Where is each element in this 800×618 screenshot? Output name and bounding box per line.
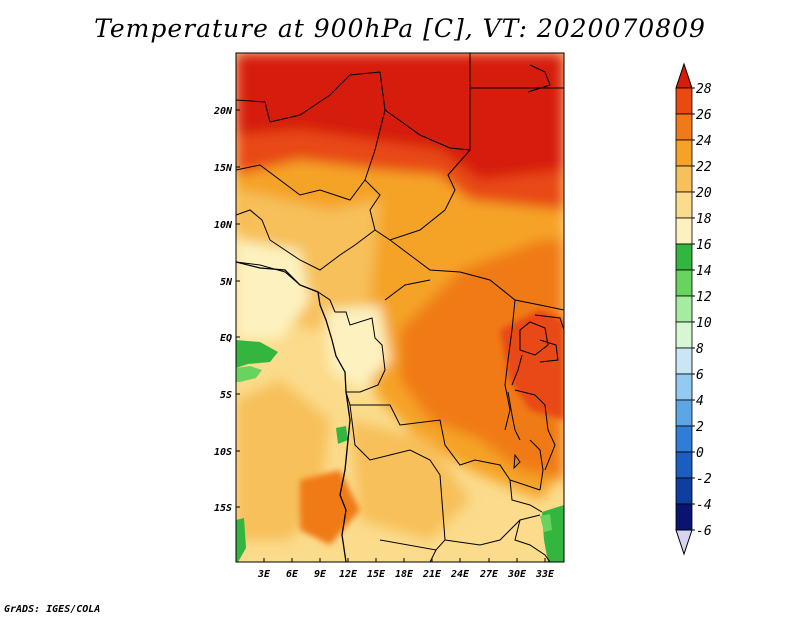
lon-label: 6E bbox=[286, 569, 299, 580]
colorbar-top-arrow bbox=[675, 62, 693, 89]
lon-label: 12E bbox=[339, 569, 358, 580]
lat-label: 10S bbox=[214, 447, 232, 458]
colorbar-swatch bbox=[675, 477, 693, 505]
colorbar-swatch bbox=[675, 191, 693, 219]
colorbar-swatch bbox=[675, 243, 693, 271]
colorbar-swatch bbox=[675, 87, 693, 115]
lon-label: 21E bbox=[422, 569, 442, 580]
colorbar-label: -4 bbox=[696, 498, 712, 513]
colorbar-label: 28 bbox=[696, 82, 712, 97]
colorbar-label: 12 bbox=[696, 290, 712, 305]
grads-credit: GrADS: IGES/COLA bbox=[4, 604, 101, 615]
colorbar-label: 18 bbox=[696, 212, 712, 227]
lat-label: EQ bbox=[220, 333, 232, 344]
colorbar-label: 22 bbox=[696, 160, 712, 175]
lon-label: 9E bbox=[314, 569, 327, 580]
colorbar-label: 20 bbox=[696, 186, 712, 201]
lat-label: 15N bbox=[214, 163, 233, 174]
lon-label: 30E bbox=[507, 569, 527, 580]
colorbar-label: -6 bbox=[696, 524, 712, 539]
lat-label: 10N bbox=[214, 220, 233, 231]
lon-axis: 3E 6E 9E 12E 15E 18E 21E 24E 27E 30E 33E bbox=[257, 558, 555, 580]
colorbar-swatch bbox=[675, 165, 693, 193]
lat-label: 5N bbox=[220, 277, 233, 288]
colorbar-label: 6 bbox=[696, 368, 704, 383]
colorbar-swatch bbox=[675, 269, 693, 297]
colorbar-swatch bbox=[675, 347, 693, 375]
lat-label: 15S bbox=[214, 503, 232, 514]
colorbar-bottom-arrow bbox=[675, 529, 693, 556]
colorbar-swatch bbox=[675, 295, 693, 323]
lat-axis: 20N 15N 10N 5N EQ 5S 10S 15S bbox=[213, 106, 240, 514]
lon-label: 18E bbox=[395, 569, 414, 580]
colorbar-label: 8 bbox=[696, 342, 704, 357]
colorbar-swatch bbox=[675, 399, 693, 427]
colorbar-swatch bbox=[675, 321, 693, 349]
colorbar-swatch bbox=[675, 217, 693, 245]
colorbar-swatch bbox=[675, 113, 693, 141]
colorbar-swatch bbox=[675, 425, 693, 453]
lon-label: 24E bbox=[450, 569, 470, 580]
lon-label: 33E bbox=[535, 569, 555, 580]
colorbar-label: 16 bbox=[696, 238, 712, 253]
colorbar-label: 14 bbox=[696, 264, 712, 279]
colorbar-label: 4 bbox=[696, 394, 704, 409]
colorbar-label: 24 bbox=[696, 134, 712, 149]
lat-label: 5S bbox=[220, 390, 232, 401]
colorbar-label: 26 bbox=[696, 108, 712, 123]
colorbar-swatch bbox=[675, 373, 693, 401]
colorbar-swatch bbox=[675, 139, 693, 167]
lat-label: 20N bbox=[213, 106, 233, 117]
colorbar-label: 10 bbox=[696, 316, 712, 331]
lon-label: 15E bbox=[367, 569, 386, 580]
colorbar-label: 2 bbox=[696, 420, 704, 435]
chart-title: Temperature at 900hPa [C], VT: 202007080… bbox=[94, 14, 706, 43]
colorbar-swatch bbox=[675, 503, 693, 531]
colorbar-label: 0 bbox=[696, 446, 704, 461]
country-borders bbox=[236, 53, 564, 562]
map-frame bbox=[235, 52, 565, 563]
colorbar-label: -2 bbox=[696, 472, 712, 487]
lon-label: 3E bbox=[257, 569, 271, 580]
temperature-field bbox=[236, 53, 564, 562]
lon-label: 27E bbox=[479, 569, 499, 580]
colorbar-swatch bbox=[675, 451, 693, 479]
